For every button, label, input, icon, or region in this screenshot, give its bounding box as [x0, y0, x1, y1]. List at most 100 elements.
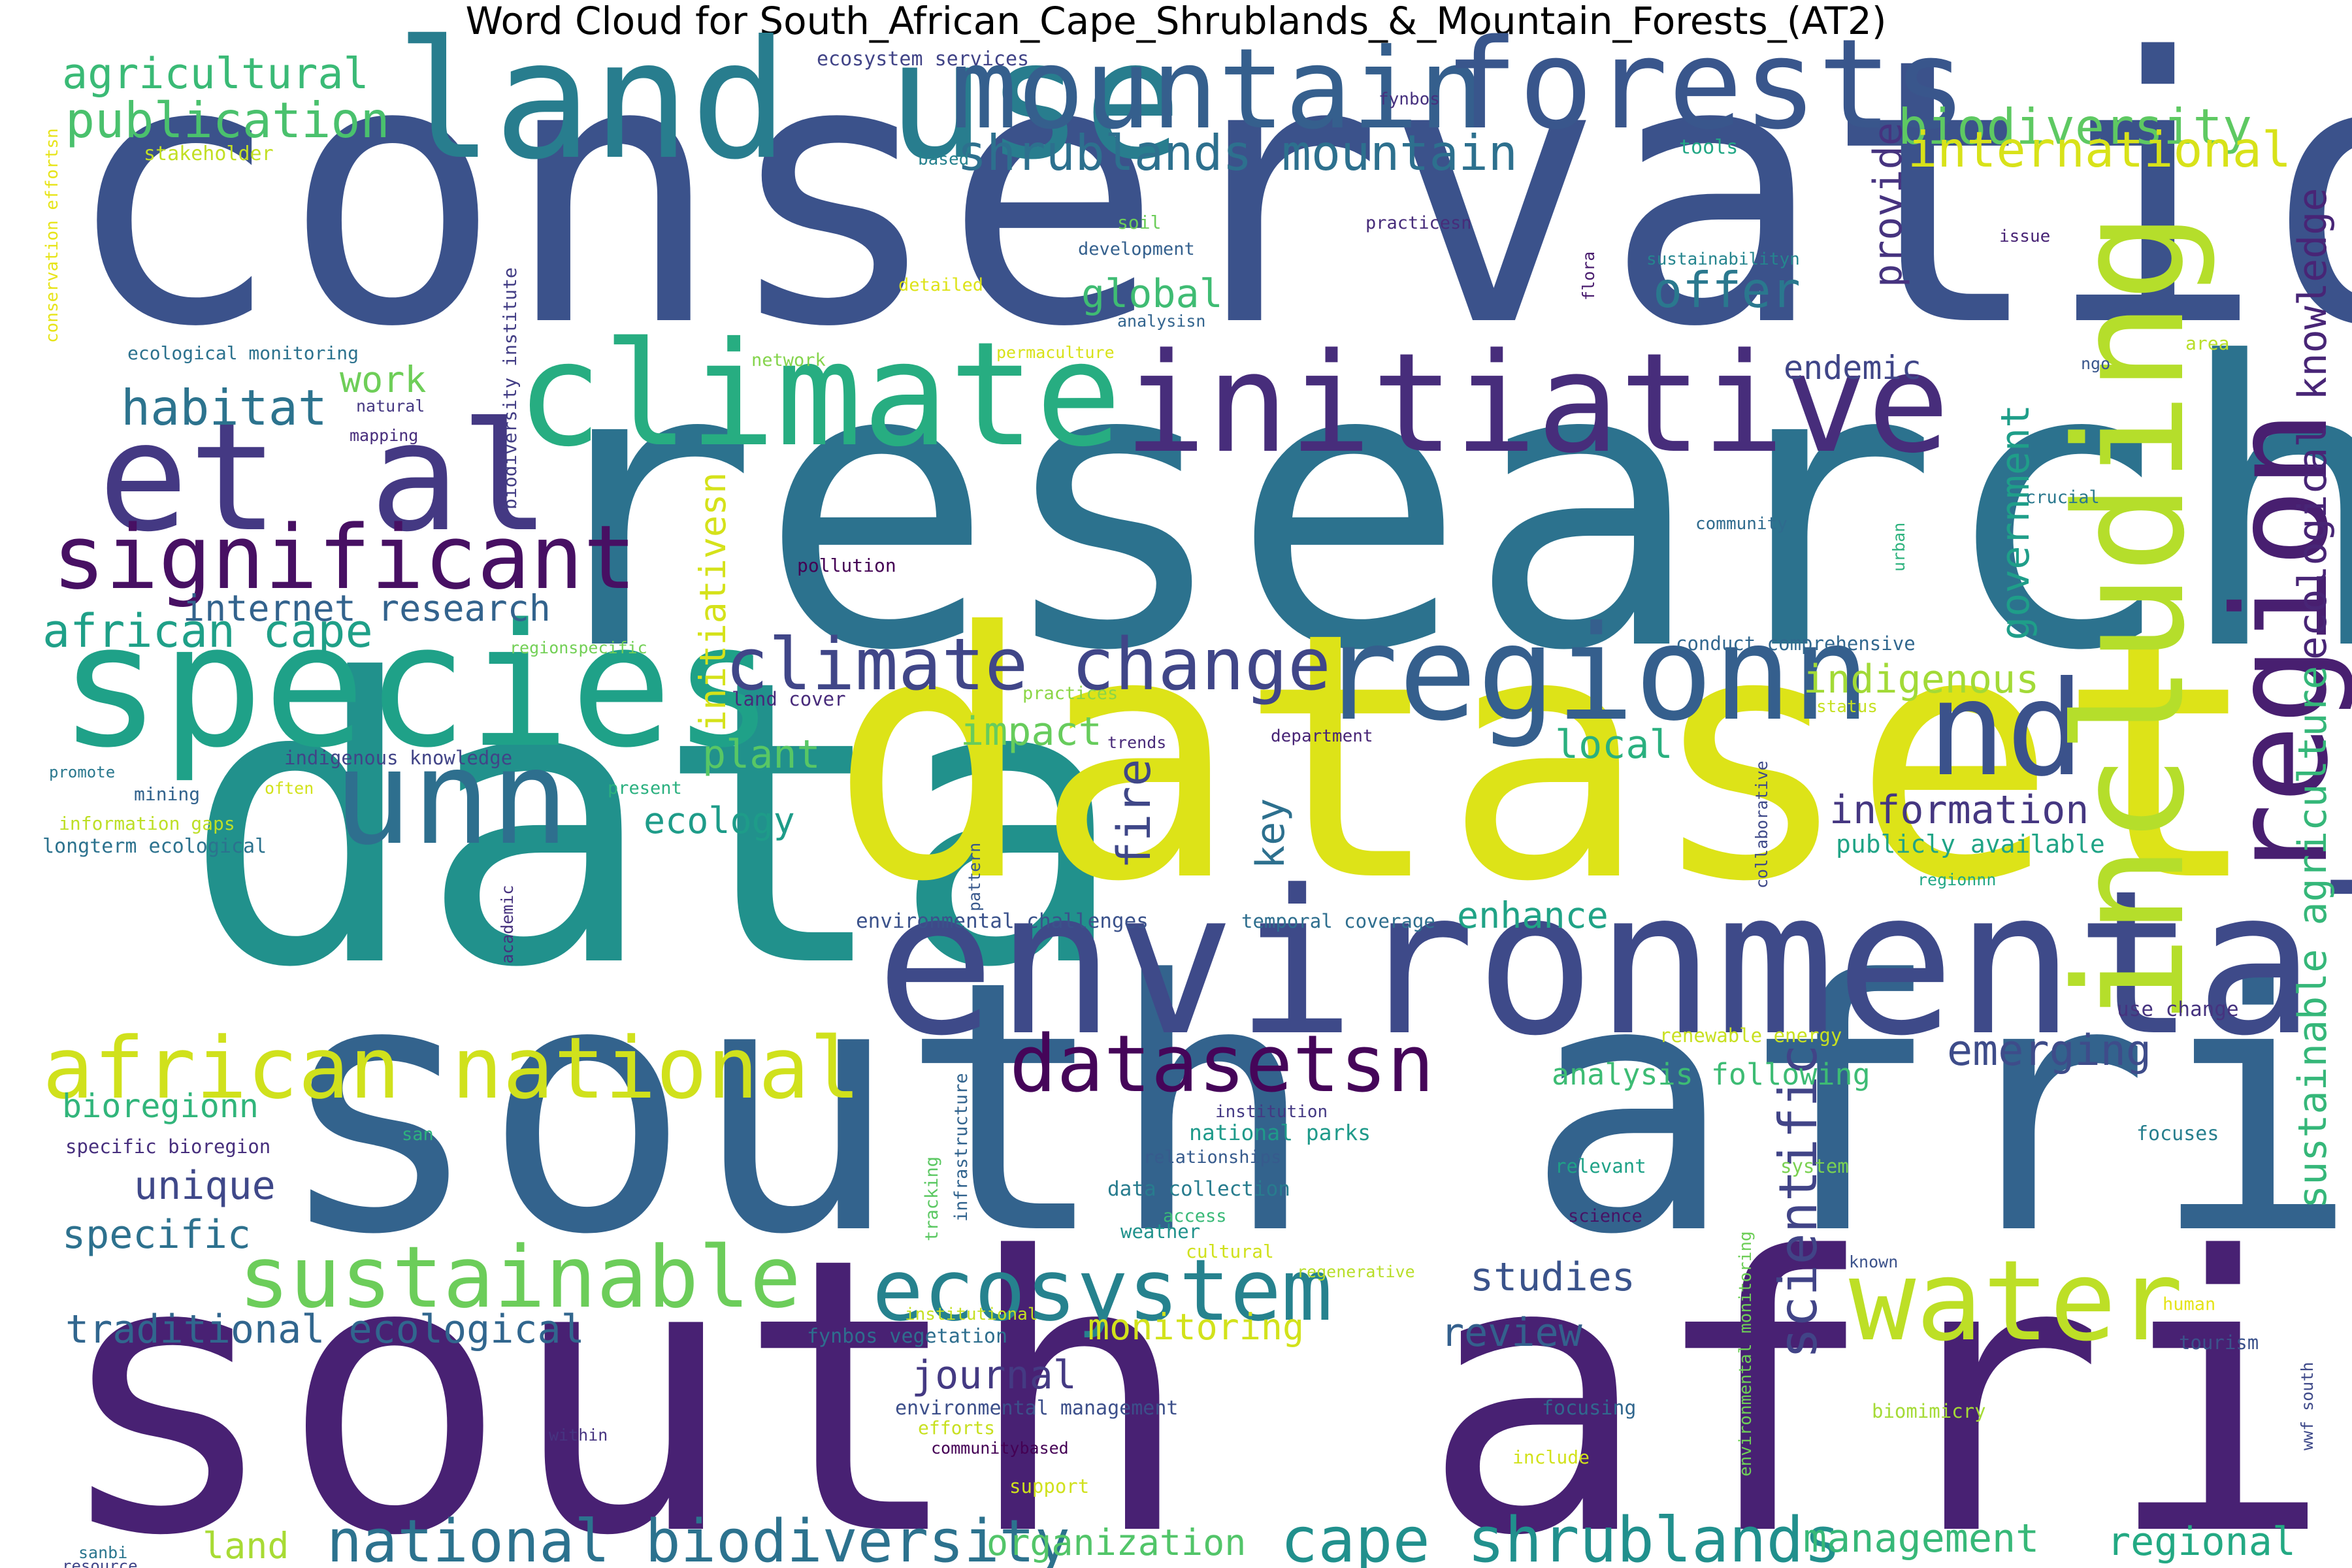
word-species: species	[59, 588, 775, 785]
word-tracking: tracking	[922, 1156, 942, 1241]
word-ecosystem-services: ecosystem services	[817, 48, 1029, 71]
word-analysisn: analysisn	[1117, 312, 1205, 331]
word-pattern: pattern	[965, 843, 984, 911]
word-information: information	[1829, 787, 2089, 833]
word-science: science	[1568, 1206, 1642, 1226]
word-system: system	[1780, 1155, 1849, 1177]
word-research: research	[523, 280, 2352, 736]
word-based: based	[918, 150, 969, 169]
word-use-change: use change	[2117, 998, 2239, 1021]
word-urban: urban	[1889, 523, 1908, 572]
word-management: management	[1803, 1516, 2039, 1561]
word-pollution: pollution	[797, 555, 896, 576]
word-fynbos-vegetation: fynbos vegetation	[807, 1325, 1007, 1348]
word-include: include	[1512, 1446, 1590, 1468]
word-dataset: dataset	[830, 560, 2261, 956]
word-conservation-effortsn: conservation effortsn	[42, 128, 62, 343]
word-information-gaps: information gaps	[59, 813, 235, 834]
word-trends: trends	[1107, 733, 1166, 752]
word-review: review	[1441, 1310, 1583, 1356]
word-present: present	[608, 778, 682, 798]
word-traditional-ecological: traditional ecological	[65, 1307, 585, 1352]
word-local: local	[1555, 722, 1673, 768]
word-ngo: ngo	[2081, 354, 2110, 373]
word-communitybased: communitybased	[931, 1439, 1069, 1458]
word-indigenous-knowledge: indigenous knowledge	[284, 747, 512, 769]
word-key: key	[1248, 798, 1294, 869]
word-environmental: environmental	[875, 847, 2352, 1079]
word-cape-shrublands: cape shrublands	[1281, 1505, 1841, 1568]
word-african-cape: african cape	[42, 604, 373, 658]
word-wwf-south: wwf south	[2298, 1362, 2317, 1450]
word-government: government	[1993, 404, 2038, 640]
word-resource: resource	[62, 1557, 138, 1568]
word-shrublands-mountain: shrublands mountain	[957, 124, 1518, 182]
word-unique: unique	[134, 1163, 276, 1209]
word-bioregionn: bioregionn	[62, 1087, 259, 1125]
word-sanbi: sanbi	[78, 1543, 127, 1562]
word-sustainable: sustainable	[238, 1228, 801, 1327]
word-environmental-challenges: environmental challenges	[856, 909, 1149, 933]
word-tools: tools	[1679, 136, 1738, 159]
word-community: community	[1695, 514, 1788, 534]
word-publicly-available: publicly available	[1836, 830, 2105, 858]
word-focuses: focuses	[2136, 1122, 2219, 1145]
word-water: water	[1849, 1237, 2183, 1366]
word-department: department	[1271, 727, 1373, 746]
word-tourism: tourism	[2179, 1331, 2259, 1354]
word-san: san	[402, 1124, 434, 1145]
word-climate-change: climate change	[725, 623, 1331, 706]
word-publication: publication	[65, 91, 390, 149]
word-promote: promote	[49, 763, 115, 781]
word-status: status	[1816, 697, 1878, 717]
word-network: network	[751, 350, 826, 370]
word-academic: academic	[498, 885, 517, 964]
word-cultural: cultural	[1186, 1241, 1274, 1262]
word-institution: institution	[1215, 1102, 1328, 1122]
word-biomimicry: biomimicry	[1872, 1400, 1986, 1422]
word-south-african: south african	[52, 1177, 2352, 1568]
word-crucial: crucial	[2025, 487, 2100, 508]
word-conservation: conservation	[62, 0, 2352, 407]
word-practicesn: practicesn	[1365, 213, 1472, 233]
word-longterm-ecological: longterm ecological	[42, 835, 267, 858]
word-relationships: relationships	[1143, 1147, 1281, 1168]
word-stakeholder: stakeholder	[144, 142, 274, 165]
word-region: region	[2205, 410, 2352, 882]
word-nd: nd	[1927, 653, 2085, 806]
word-weather: weather	[1120, 1220, 1200, 1243]
word-ecology: ecology	[644, 800, 795, 841]
word-regionn: regionn	[1320, 598, 1870, 750]
word-access: access	[1163, 1206, 1227, 1226]
word-regionspecific: regionspecific	[510, 638, 647, 657]
word-permaculture: permaculture	[996, 343, 1115, 362]
word-practices: practices	[1022, 683, 1118, 704]
word-temporal-coverage: temporal coverage	[1241, 910, 1435, 932]
word-land-use: land use	[395, 5, 1182, 195]
word-area: area	[2185, 333, 2229, 354]
word-regional: regional	[2107, 1519, 2296, 1565]
word-often: often	[265, 779, 314, 798]
word-land-cover: land cover	[732, 688, 846, 710]
word-renewable-energy: renewable energy	[1659, 1024, 1842, 1047]
word-mapping: mapping	[350, 426, 418, 445]
word-fynbos: fynbos	[1379, 90, 1440, 109]
word-focusing: focusing	[1542, 1397, 1637, 1420]
word-land: land	[203, 1525, 289, 1567]
word-biodiversity-institute: biodiversity institute	[499, 267, 521, 510]
chart-title: Word Cloud for South_African_Cape_Shrubl…	[465, 0, 1887, 43]
word-global: global	[1081, 271, 1223, 317]
word-forests: forests	[1444, 12, 1967, 157]
word-initiativesn: initiativesn	[692, 472, 734, 732]
word-sustainable-agriculture: sustainable agriculture	[2290, 666, 2336, 1209]
word-south-africa: south africa	[274, 907, 2352, 1310]
word-including: including	[2044, 212, 2218, 1026]
word-data-collection: data collection	[1107, 1177, 1290, 1201]
word-internet-research: internet research	[183, 587, 551, 629]
word-efforts: efforts	[918, 1417, 995, 1439]
word-endemic: endemic	[1784, 349, 1921, 387]
word-soil: soil	[1117, 212, 1161, 233]
word-habitat: habitat	[121, 379, 327, 436]
word-within: within	[549, 1426, 608, 1445]
